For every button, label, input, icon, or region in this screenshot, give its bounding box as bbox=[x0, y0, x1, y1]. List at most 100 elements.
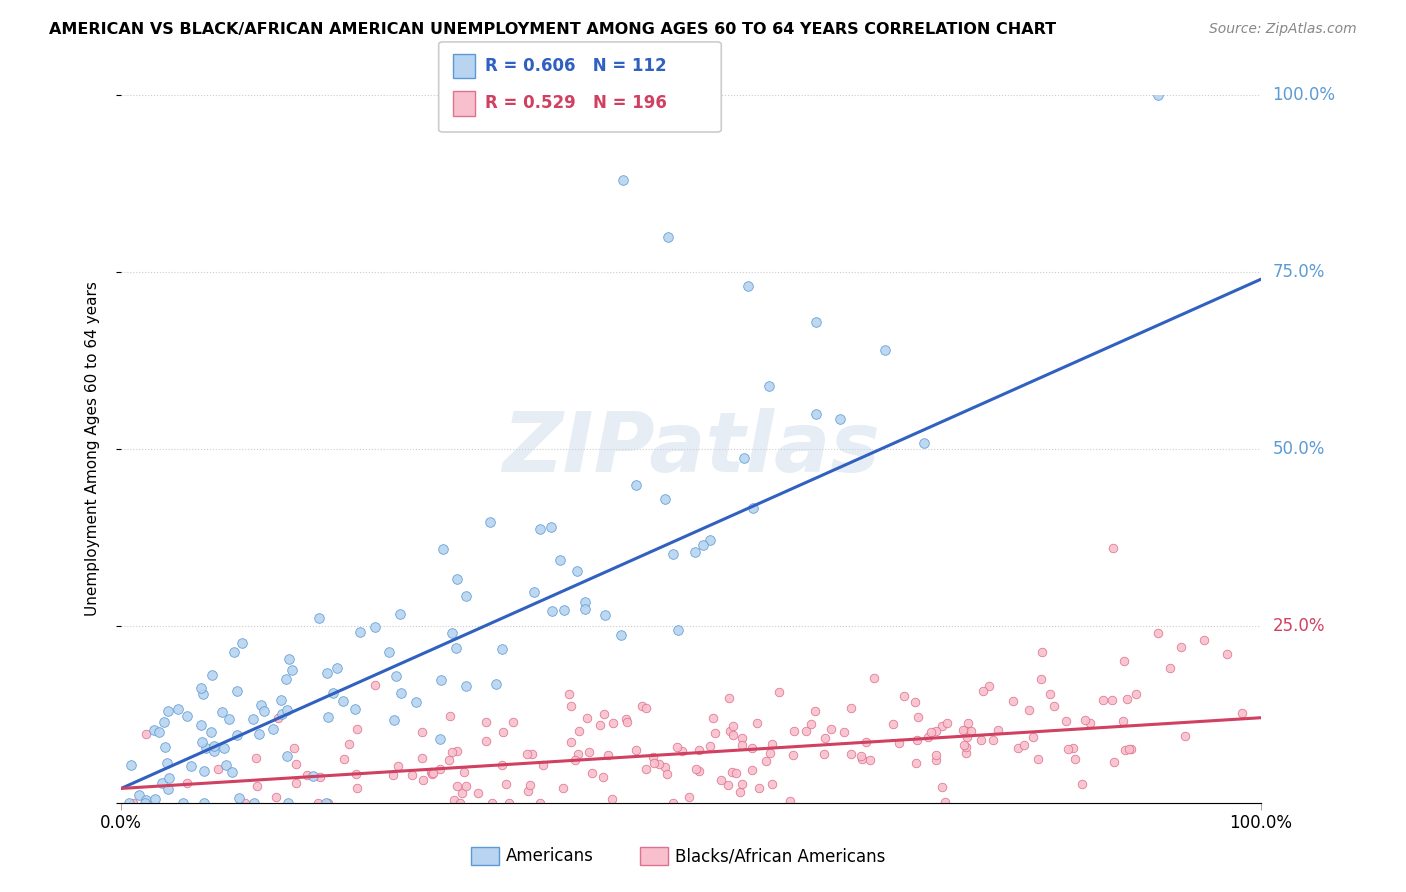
Point bbox=[595, 607, 617, 622]
Point bbox=[322, 686, 344, 700]
Point bbox=[654, 760, 676, 774]
Point bbox=[1018, 703, 1040, 717]
Point bbox=[1215, 647, 1237, 661]
Point bbox=[308, 611, 330, 625]
Point bbox=[904, 695, 927, 709]
Point bbox=[600, 792, 623, 806]
Point bbox=[956, 731, 979, 745]
Point bbox=[616, 714, 638, 729]
Point bbox=[211, 705, 233, 719]
Point bbox=[475, 714, 498, 729]
Point bbox=[221, 765, 243, 780]
Point bbox=[728, 785, 751, 799]
Point bbox=[820, 722, 842, 736]
Point bbox=[692, 538, 714, 552]
Point bbox=[931, 780, 953, 795]
Point bbox=[851, 748, 873, 763]
Point bbox=[276, 749, 298, 764]
Point bbox=[721, 719, 744, 733]
Point bbox=[1102, 756, 1125, 770]
Point bbox=[589, 718, 612, 732]
Point bbox=[925, 753, 948, 767]
Point bbox=[449, 796, 471, 810]
Point bbox=[1031, 645, 1053, 659]
Point bbox=[863, 671, 886, 685]
Point bbox=[349, 625, 371, 640]
Point bbox=[1073, 714, 1095, 728]
Point bbox=[920, 725, 942, 739]
Point bbox=[429, 762, 451, 776]
Point bbox=[191, 687, 214, 701]
Point bbox=[405, 695, 427, 709]
Point bbox=[704, 726, 727, 740]
Point bbox=[285, 756, 308, 771]
Point bbox=[882, 717, 904, 731]
Point bbox=[302, 769, 325, 783]
Point bbox=[806, 315, 828, 329]
Point bbox=[828, 411, 851, 425]
Point bbox=[389, 686, 412, 700]
Point bbox=[422, 766, 444, 780]
Point bbox=[955, 746, 977, 760]
Point bbox=[270, 706, 292, 721]
Point bbox=[495, 777, 517, 791]
Point bbox=[419, 764, 441, 779]
Point bbox=[180, 759, 202, 773]
Point bbox=[912, 436, 935, 450]
Point bbox=[983, 732, 1005, 747]
Point bbox=[560, 698, 582, 713]
Point bbox=[454, 779, 477, 793]
Point bbox=[215, 758, 238, 772]
Point bbox=[1101, 693, 1123, 707]
Point bbox=[731, 738, 754, 752]
Point bbox=[148, 724, 170, 739]
Point bbox=[730, 731, 752, 745]
Point bbox=[316, 710, 339, 724]
Point bbox=[710, 773, 733, 788]
Point bbox=[794, 723, 817, 738]
Text: 50.0%: 50.0% bbox=[1272, 440, 1324, 458]
Point bbox=[779, 794, 801, 808]
Point bbox=[839, 747, 862, 761]
Point bbox=[176, 708, 198, 723]
Point bbox=[307, 796, 329, 810]
Point bbox=[970, 733, 993, 747]
Point bbox=[440, 745, 463, 759]
Point bbox=[1029, 672, 1052, 686]
Point bbox=[907, 710, 929, 724]
Point bbox=[444, 640, 467, 655]
Point bbox=[242, 796, 264, 810]
Point bbox=[598, 748, 620, 763]
Point bbox=[382, 713, 405, 727]
Point bbox=[176, 776, 198, 790]
Point bbox=[233, 796, 256, 810]
Point bbox=[1159, 661, 1181, 675]
Point bbox=[567, 747, 589, 761]
Point bbox=[214, 741, 236, 756]
Point bbox=[551, 780, 574, 795]
Point bbox=[120, 758, 142, 772]
Point bbox=[135, 727, 157, 741]
Point bbox=[648, 757, 671, 772]
Point bbox=[247, 727, 270, 741]
Point bbox=[295, 767, 318, 781]
Point bbox=[157, 781, 180, 796]
Point bbox=[250, 698, 273, 713]
Point bbox=[683, 545, 706, 559]
Point bbox=[1114, 743, 1136, 757]
Point bbox=[218, 712, 240, 726]
Point bbox=[193, 764, 215, 779]
Point bbox=[905, 732, 928, 747]
Point bbox=[202, 744, 225, 758]
Point bbox=[592, 770, 614, 784]
Point bbox=[759, 746, 782, 760]
Point bbox=[955, 739, 977, 754]
Point bbox=[420, 766, 443, 780]
Point bbox=[200, 725, 222, 739]
Point bbox=[699, 533, 721, 547]
Point bbox=[491, 641, 513, 656]
Point bbox=[1026, 752, 1049, 766]
Point bbox=[987, 723, 1010, 738]
Text: ZIPatlas: ZIPatlas bbox=[502, 409, 880, 490]
Point bbox=[855, 735, 877, 749]
